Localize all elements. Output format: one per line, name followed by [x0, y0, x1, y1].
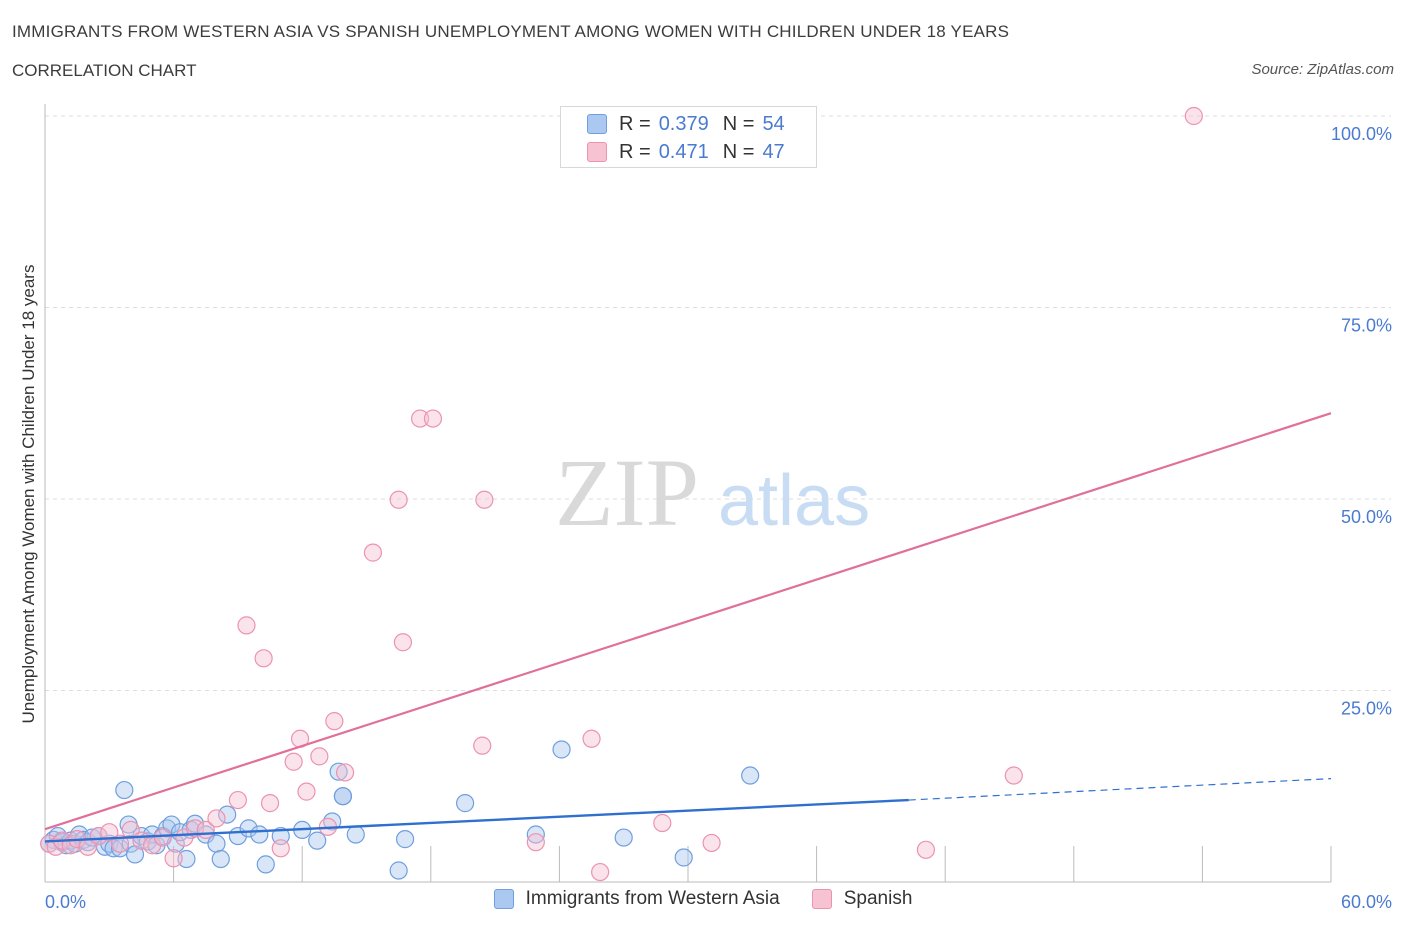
grid-lines [45, 115, 1391, 691]
western-asia-point [741, 766, 760, 785]
watermark: ZIP atlas [555, 439, 870, 546]
y-tick-label: 25.0% [1341, 699, 1392, 719]
trend-lines [44, 412, 1332, 843]
western-asia-trend-line [44, 798, 909, 843]
spanish-point [526, 833, 545, 852]
western-asia-point [526, 825, 545, 844]
n-label: N = [722, 140, 755, 163]
y-tick-label: 75.0% [1341, 316, 1392, 336]
western-asia-point [115, 780, 134, 800]
n-label: N = [722, 112, 755, 135]
spanish-point [1184, 106, 1203, 126]
tick-labels: 25.0% 50.0% 75.0% 100.0% 0.0% 60.0% [45, 124, 1392, 912]
spanish-point [164, 849, 183, 868]
western-asia-point [177, 849, 196, 869]
pink-swatch [811, 889, 832, 909]
legend-item-spanish: Spanish [811, 888, 913, 910]
spanish-point [100, 823, 119, 842]
spanish-point [284, 752, 303, 771]
spanish-point [423, 409, 443, 428]
y-tick-label: 50.0% [1341, 507, 1392, 527]
western-asia-point [256, 855, 275, 874]
x-tick-label: 60.0% [1341, 892, 1392, 912]
western-asia-point [674, 848, 693, 867]
western-asia-point [614, 828, 633, 847]
r-value: 0.471 [658, 140, 709, 163]
spanish-point [237, 616, 256, 635]
western-asia-point [207, 834, 226, 853]
spanish-point [207, 809, 226, 828]
n-value: 47 [762, 140, 785, 163]
spanish-point [110, 834, 130, 853]
axes [44, 104, 1332, 883]
chart-title: IMMIGRANTS FROM WESTERN ASIA VS SPANISH … [12, 22, 1010, 41]
svg-text:atlas: atlas [718, 461, 870, 541]
chart-subtitle: CORRELATION CHART [12, 61, 197, 80]
western-asia-point [185, 814, 205, 833]
western-asia-trend-extension [908, 777, 1332, 801]
western-asia-point [346, 825, 365, 844]
blue-swatch [587, 114, 607, 134]
series-legend: Immigrants from Western Asia Spanish [0, 888, 1406, 910]
spanish-point [410, 409, 430, 428]
spanish-point [297, 782, 316, 801]
spanish-point [271, 839, 290, 858]
r-label: R = [619, 112, 651, 135]
spanish-point [335, 763, 355, 782]
y-axis-label: Unemployment Among Women with Children U… [19, 265, 38, 724]
svg-text:ZIP: ZIP [555, 439, 699, 546]
western-asia-point [389, 861, 408, 880]
x-tick-label: 0.0% [45, 892, 86, 912]
spanish-point [153, 828, 172, 847]
spanish-point [393, 633, 413, 652]
spanish-point [389, 490, 408, 509]
stats-legend: R = 0.379 N = 54 R = 0.471 N = 47 [560, 106, 817, 168]
spanish-point [89, 826, 108, 846]
spanish-point [653, 813, 672, 833]
y-tick-label: 100.0% [1331, 124, 1392, 144]
spanish-point [254, 649, 273, 668]
spanish-trend-line [44, 412, 1332, 831]
legend-item-western-asia: Immigrants from Western Asia [493, 888, 780, 910]
spanish-point [228, 790, 247, 810]
r-label: R = [619, 140, 651, 163]
spanish-point [473, 736, 492, 755]
source-credit: Source: ZipAtlas.com [1251, 61, 1394, 78]
spanish-point [260, 794, 280, 813]
western-asia-point [395, 830, 415, 849]
western-asia-point [211, 849, 230, 869]
legend-row-blue: R = 0.379 N = 54 [587, 112, 799, 136]
western-asia-point [552, 740, 571, 759]
western-asia-point [218, 805, 237, 824]
spanish-point [916, 840, 936, 859]
r-value: 0.379 [658, 112, 709, 135]
pink-swatch [587, 142, 607, 162]
spanish-point [591, 862, 610, 882]
spanish-point [702, 833, 721, 853]
blue-swatch [493, 889, 514, 909]
western-asia-point [250, 825, 269, 844]
western-asia-point [455, 794, 475, 813]
spanish-point [310, 747, 329, 766]
legend-row-pink: R = 0.471 N = 47 [587, 140, 799, 164]
western-asia-point [333, 787, 353, 806]
spanish-point [475, 490, 494, 509]
western-asia-point [329, 762, 348, 781]
spanish-point [1004, 766, 1023, 785]
western-asia-point [308, 831, 327, 850]
spanish-point [325, 712, 344, 731]
n-value: 54 [762, 112, 785, 135]
spanish-point [582, 729, 601, 748]
legend-label: Immigrants from Western Asia [525, 888, 780, 909]
spanish-point [363, 543, 383, 562]
legend-label: Spanish [843, 888, 913, 909]
